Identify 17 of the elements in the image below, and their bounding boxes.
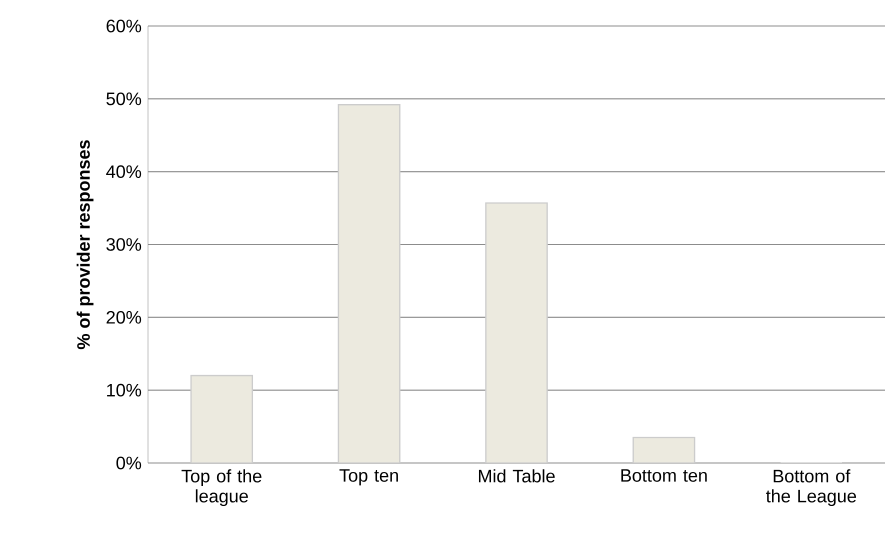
y-tick-label: 50% <box>106 92 142 106</box>
x-tick-label: Top ten <box>339 469 398 486</box>
y-tick-label: 30% <box>106 238 142 251</box>
y-tick-label: 10% <box>107 384 142 397</box>
x-tick-label: Top of the league <box>182 469 262 506</box>
y-axis-title: % of provider responses <box>76 140 94 350</box>
y-tick-label: 40% <box>106 165 142 178</box>
bar <box>190 374 254 463</box>
bar <box>632 436 696 463</box>
x-tick-label: Bottom ten <box>621 469 707 482</box>
y-tick-label: 60% <box>106 20 142 32</box>
bar <box>338 104 400 463</box>
bar <box>485 202 548 463</box>
x-tick-label: Mid Table <box>478 469 555 482</box>
x-tick-label: Bottom of the League <box>766 469 856 506</box>
y-tick-label: 0% <box>116 456 142 470</box>
y-tick-label: 20% <box>106 310 142 324</box>
